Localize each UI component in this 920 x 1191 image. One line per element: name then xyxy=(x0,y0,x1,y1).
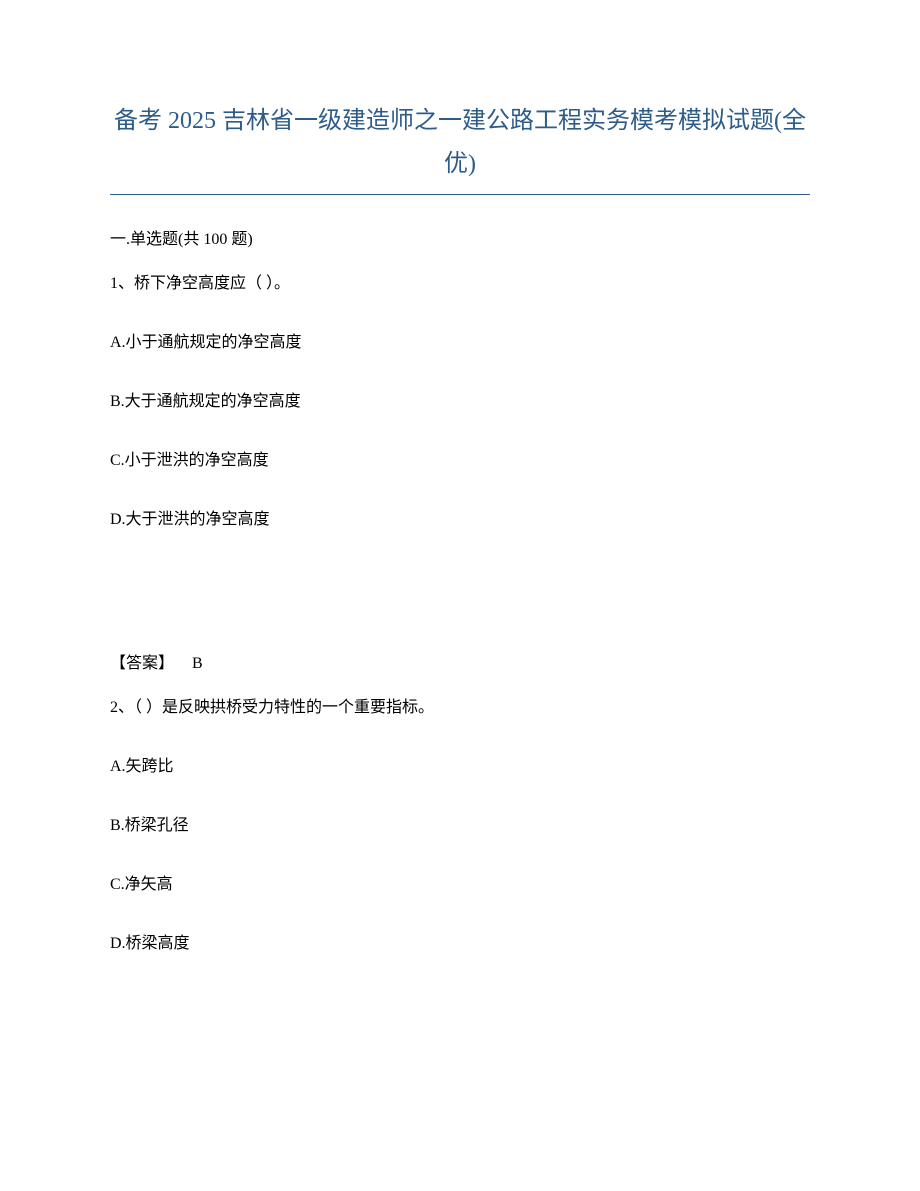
section-header: 一.单选题(共 100 题) xyxy=(110,225,810,249)
question-1-option-b: B.大于通航规定的净空高度 xyxy=(110,387,810,411)
question-2-option-a: A.矢跨比 xyxy=(110,752,810,776)
question-1-answer: 【答案】 B xyxy=(110,649,810,673)
title-container: 备考 2025 吉林省一级建造师之一建公路工程实务模考模拟试题(全优) xyxy=(110,100,810,195)
question-1-text: 1、桥下净空高度应（ ）。 xyxy=(110,269,810,293)
answer-label-text: 【答案】 xyxy=(110,655,174,672)
question-2-option-d: D.桥梁高度 xyxy=(110,929,810,953)
question-2-option-c: C.净矢高 xyxy=(110,870,810,894)
question-2-option-b: B.桥梁孔径 xyxy=(110,811,810,835)
question-1-option-c: C.小于泄洪的净空高度 xyxy=(110,446,810,470)
question-1-option-d: D.大于泄洪的净空高度 xyxy=(110,505,810,529)
answer-value: B xyxy=(192,655,203,672)
page-title: 备考 2025 吉林省一级建造师之一建公路工程实务模考模拟试题(全优) xyxy=(110,100,810,186)
question-2-text: 2、（ ）是反映拱桥受力特性的一个重要指标。 xyxy=(110,693,810,717)
question-1-option-a: A.小于通航规定的净空高度 xyxy=(110,328,810,352)
